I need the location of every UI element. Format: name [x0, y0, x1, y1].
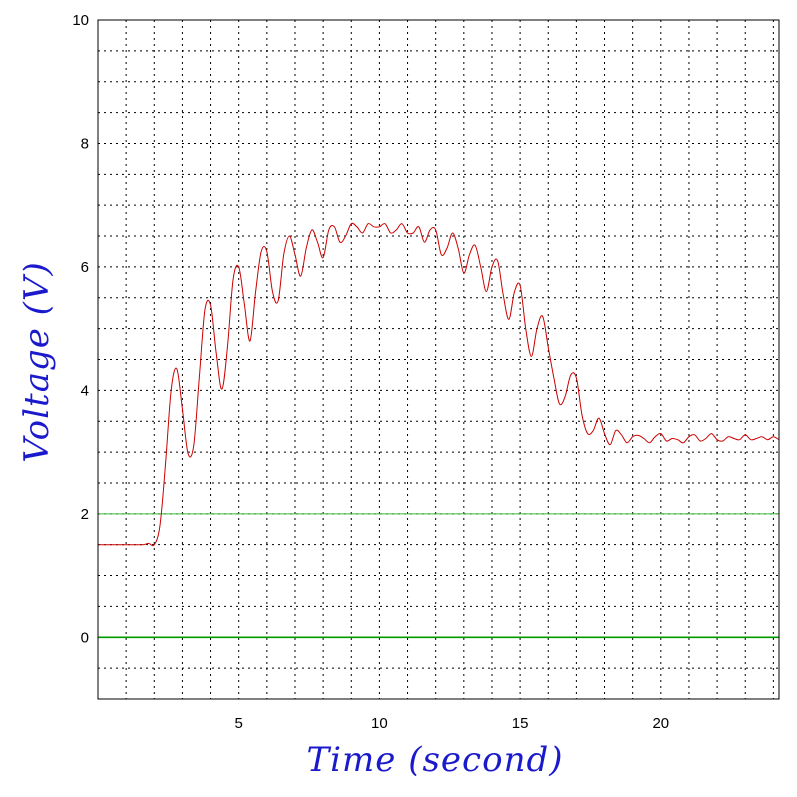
x-tick-label: 10 — [371, 715, 388, 732]
x-tick-label: 5 — [235, 715, 243, 732]
voltage-series-line — [97, 222, 780, 547]
x-tick-labels: 5 10 15 20 — [235, 715, 670, 732]
x-axis-title: Time (second) — [306, 740, 564, 780]
x-tick-label: 20 — [652, 715, 669, 732]
y-tick-label: 10 — [72, 12, 89, 29]
y-tick-label: 4 — [81, 382, 89, 399]
reference-lines — [98, 513, 779, 639]
y-tick-label: 0 — [81, 629, 89, 646]
y-tick-labels: 0 2 4 6 8 10 — [72, 12, 89, 646]
series-layer — [97, 222, 780, 547]
grid — [98, 20, 779, 699]
y-tick-label: 8 — [81, 135, 89, 152]
y-axis-title: Voltage (V) — [17, 261, 57, 463]
plot-frame — [97, 19, 780, 700]
y-tick-label: 2 — [81, 506, 89, 523]
x-tick-label: 15 — [512, 715, 529, 732]
y-tick-label: 6 — [81, 259, 89, 276]
